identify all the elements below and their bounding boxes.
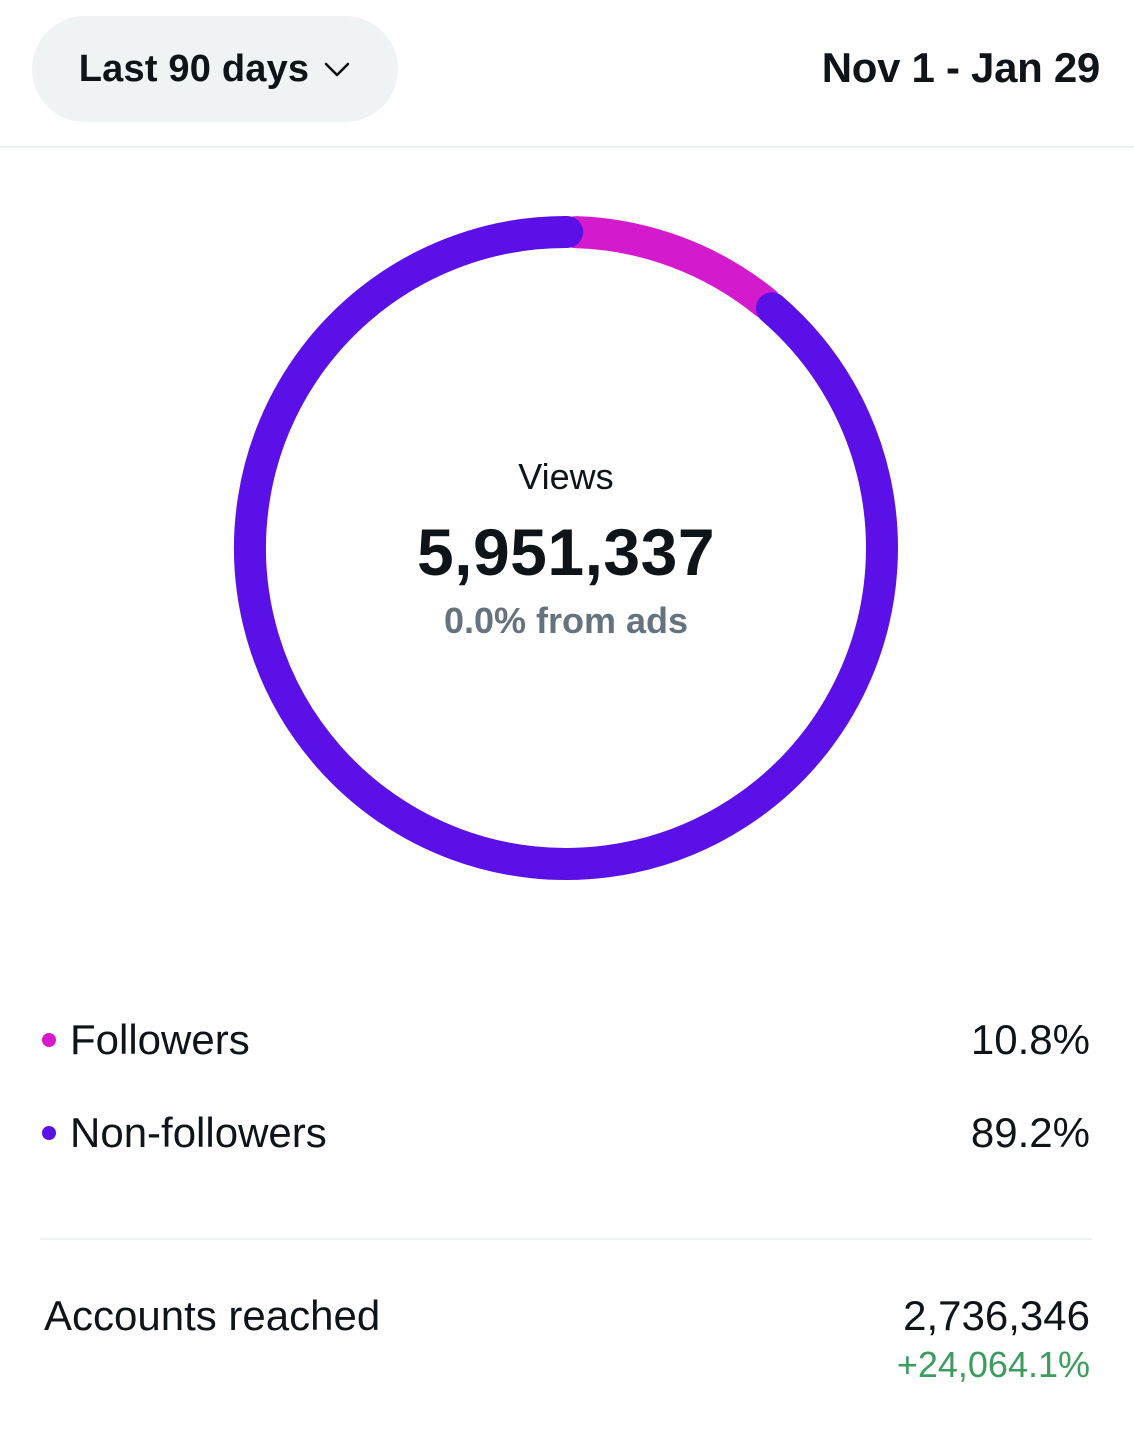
followers-dot-icon (42, 1033, 56, 1047)
legend-item-followers: Followers 10.8% (40, 1010, 1092, 1070)
donut-segment-non-followers (234, 216, 898, 880)
date-range-dropdown[interactable]: Last 90 days (32, 16, 398, 122)
divider (40, 1238, 1092, 1240)
donut-svg (234, 216, 898, 880)
legend-value: 10.8% (970, 1016, 1090, 1063)
views-value: 5,951,337 (416, 515, 716, 589)
legend-label: Non-followers (70, 1109, 327, 1156)
date-range-dropdown-label: Last 90 days (78, 47, 310, 90)
accounts-reached-label: Accounts reached (44, 1292, 381, 1339)
views-ads-share: 0.0% from ads (443, 600, 689, 641)
donut-center: Views 5,951,337 0.0% from ads (216, 198, 916, 898)
views-donut-chart: Views 5,951,337 0.0% from ads (216, 198, 916, 898)
views-label: Views (518, 456, 614, 497)
date-range-text: Nov 1 - Jan 29 (821, 44, 1101, 91)
accounts-reached-change: +24,064.1% (896, 1344, 1090, 1385)
accounts-reached-value: 2,736,346 (903, 1292, 1090, 1339)
non-followers-dot-icon (42, 1126, 56, 1140)
legend-value: 89.2% (970, 1109, 1090, 1156)
legend-label: Followers (70, 1016, 250, 1063)
donut-segment-followers (559, 216, 782, 319)
chevron-down-icon (324, 62, 350, 77)
header: Last 90 days Nov 1 - Jan 29 (0, 0, 1134, 148)
legend-item-non-followers: Non-followers 89.2% (40, 1103, 1092, 1163)
